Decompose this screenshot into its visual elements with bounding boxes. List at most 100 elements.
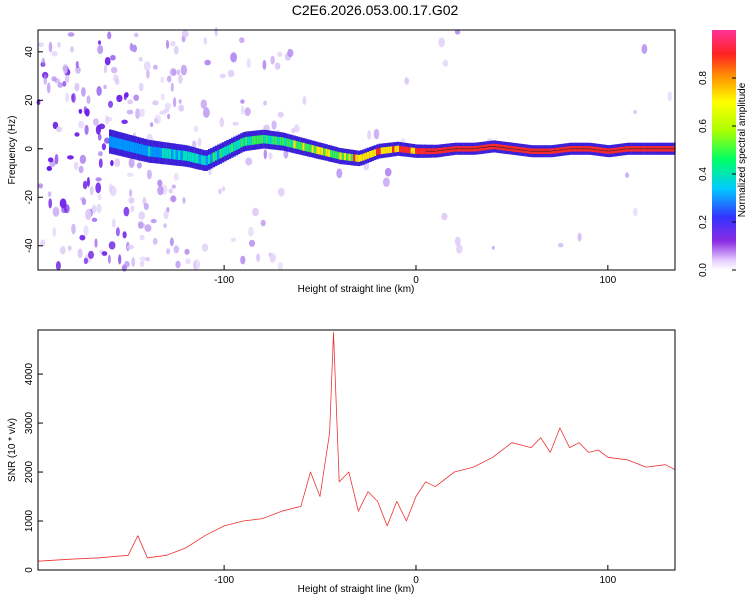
spectrogram-cell	[320, 147, 324, 156]
spectrogram-cell	[189, 152, 193, 162]
spectrogram-cell	[171, 184, 176, 189]
spectrogram-cell	[263, 100, 268, 106]
spectrogram-cell	[419, 148, 423, 155]
spectrogram-cell	[239, 37, 245, 44]
spectrogram-cell	[357, 154, 361, 162]
spectrogram-cell	[212, 152, 216, 162]
spectrogram-cell	[256, 135, 259, 145]
spectrogram-cell	[406, 146, 409, 153]
spectrogram-cell	[169, 68, 177, 77]
y-tick-label: 1000	[24, 509, 35, 532]
spectrogram-cell	[64, 74, 70, 83]
spectrogram-cell	[364, 152, 368, 160]
spectrogram-cell	[293, 124, 300, 133]
spectrogram-cell	[410, 147, 414, 154]
spectrogram-cell	[185, 151, 188, 161]
spectrogram-cell	[214, 151, 218, 161]
spectrogram-cell	[191, 152, 195, 163]
spectrogram-cell	[336, 151, 340, 160]
spectrogram-cell	[343, 153, 347, 161]
spectrogram-cell	[182, 197, 186, 204]
spectrogram-cell	[196, 154, 199, 164]
spectrogram-cell	[163, 223, 167, 228]
spectrogram-cell	[378, 147, 381, 155]
spectrogram-cell	[318, 147, 321, 155]
spectrogram-cell	[121, 119, 128, 125]
spectrogram-cell	[244, 107, 251, 116]
spectrogram-cell	[51, 50, 58, 57]
x-tick-label: -100	[214, 275, 234, 286]
spectrogram-cell	[355, 154, 358, 162]
spectrogram-cell	[251, 136, 255, 145]
spectrogram-cell	[113, 74, 119, 83]
spectrogram-cell	[383, 177, 390, 187]
spectrogram-cell	[307, 144, 310, 152]
spectrogram-cell	[138, 143, 142, 155]
spectrogram-cell	[184, 248, 190, 255]
spectrogram-cell	[632, 207, 638, 217]
spectrogram-cell	[40, 239, 46, 247]
spectrogram-cell	[137, 221, 144, 229]
spectrogram-cell	[115, 137, 119, 149]
spectrogram-cell	[67, 155, 74, 160]
spectrogram-cell	[362, 153, 365, 161]
y-tick-label: 2000	[24, 460, 35, 483]
spectrogram-cell	[267, 135, 271, 144]
spectrogram-cell	[278, 187, 285, 197]
spectrogram-cell	[178, 74, 183, 84]
spectrogram-cell	[290, 139, 294, 148]
colorbar-ticks: 0.0 0.2 0.4 0.6 0.8	[698, 71, 736, 277]
spectrogram-cell	[109, 136, 112, 147]
spectrogram-cell	[291, 128, 296, 134]
spectrogram-cell	[108, 100, 113, 108]
snr-x-ticks: -100 0 100	[214, 565, 617, 586]
spectrogram-cell	[232, 121, 239, 126]
spectrogram-cell	[79, 154, 87, 164]
spectrogram-cell	[84, 108, 90, 117]
spectrogram-cell	[454, 29, 461, 35]
spectrogram-cell	[170, 82, 174, 92]
spectrogram-cell	[153, 64, 158, 70]
spectrogram-cell	[71, 223, 76, 235]
spectrogram-cell	[197, 137, 202, 147]
spectrogram-cell	[108, 241, 116, 250]
spectrogram-cell	[74, 82, 80, 92]
spectrogram-cell	[63, 204, 70, 214]
spectrogram-cell	[325, 148, 328, 157]
spectrogram-cell	[145, 145, 149, 156]
spectrogram-cell	[241, 105, 244, 115]
spectrogram-cell	[269, 253, 276, 263]
spectrogram-cell	[221, 186, 226, 192]
figure-title: C2E6.2026.053.00.17.G02	[292, 2, 459, 18]
spectrogram-cell	[81, 198, 87, 206]
spectrogram-cell	[277, 136, 280, 146]
spectrogram-cell	[641, 44, 648, 54]
x-tick-label: -100	[214, 575, 234, 586]
spectrogram-cell	[244, 136, 248, 146]
spectrogram-cell	[201, 243, 209, 252]
spectrogram-cell	[166, 75, 172, 83]
spectrogram-cell	[91, 217, 98, 222]
spectrogram-cell	[633, 109, 638, 115]
spectrogram-cell	[84, 124, 89, 135]
colorbar: 0.0 0.2 0.4 0.6 0.8 Normalized spectral ampl…	[698, 30, 748, 277]
spectrogram-cell	[163, 108, 170, 113]
spectrogram-cell	[143, 61, 151, 71]
spectrogram-cell	[203, 155, 206, 166]
spectrogram-cell	[150, 146, 153, 157]
spectrogram-cell	[148, 146, 151, 157]
spectrogram-cell	[98, 158, 103, 168]
colorbar-gradient	[712, 30, 736, 270]
spectrogram-cell	[277, 111, 284, 118]
spectrogram-x-axis-label: Height of straight line (km)	[298, 284, 415, 295]
spectrogram-cell	[182, 150, 186, 161]
spectrogram-cell	[113, 137, 117, 149]
spectrogram-cell	[240, 99, 245, 104]
spectrogram-cell	[173, 172, 179, 181]
spectrogram-cell	[104, 137, 110, 144]
colorbar-tick-label: 0.4	[698, 167, 709, 181]
spectrogram-cell	[230, 237, 236, 242]
spectrogram-cell	[373, 128, 380, 140]
spectrogram-cell	[287, 48, 294, 58]
